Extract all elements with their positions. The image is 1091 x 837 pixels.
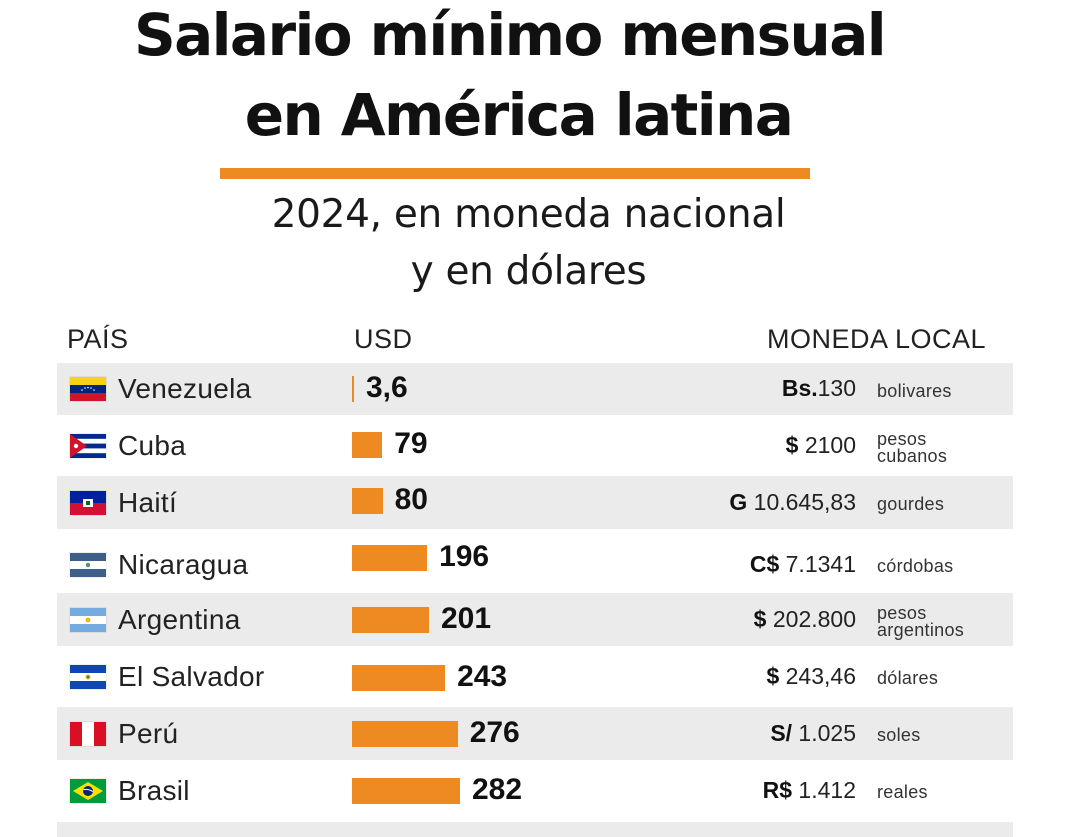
- local-currency-amount: $ 243,46: [766, 663, 856, 690]
- local-currency-amount: $ 202.800: [754, 606, 856, 633]
- table-row-cut-off: [57, 822, 1013, 837]
- currency-symbol: Bs.: [781, 375, 818, 401]
- country-name: Brasil: [118, 774, 190, 806]
- local-currency-amount: C$ 7.1341: [750, 551, 856, 578]
- currency-name: soles: [877, 725, 921, 745]
- currency-symbol: S/: [770, 719, 793, 746]
- local-amount-value: 10.645,83: [747, 488, 856, 515]
- table-row: El Salvador 243 $ 243,46 dólares: [57, 650, 1013, 703]
- currency-symbol: $: [753, 605, 767, 632]
- local-currency-amount: Bs.130: [782, 375, 856, 402]
- country-name: Venezuela: [118, 373, 252, 404]
- chart-title-line-2: en América latina: [244, 81, 794, 149]
- usd-bar: [352, 545, 428, 571]
- usd-value-label: 80: [394, 483, 428, 516]
- chart-title-line-1: Salario mínimo mensual: [133, 1, 887, 69]
- local-amount-value: 130: [817, 375, 856, 401]
- column-header-usd: USD: [354, 324, 413, 354]
- country-name: El Salvador: [118, 660, 265, 692]
- column-header-country: PAÍS: [67, 324, 129, 354]
- title-underline: [220, 168, 810, 179]
- currency-symbol: $: [766, 662, 780, 689]
- local-amount-value: 7.1341: [779, 550, 856, 577]
- usd-bar: [352, 721, 458, 747]
- local-currency-amount: S/ 1.025: [770, 720, 856, 747]
- country-name: Cuba: [118, 430, 187, 461]
- currency-symbol: R$: [762, 776, 793, 803]
- table-row: Brasil 282 R$ 1.412 reales: [57, 763, 1013, 818]
- argentina-flag: [70, 607, 106, 632]
- local-amount-value: 1.025: [792, 719, 856, 746]
- local-currency-amount: G 10.645,83: [729, 489, 856, 516]
- currency-symbol: C$: [749, 550, 780, 577]
- table-row: Perú 276 S/ 1.025 soles: [57, 707, 1013, 760]
- usd-value-label: 282: [472, 773, 523, 806]
- chart-subtitle-line-1: 2024, en moneda nacional: [271, 192, 786, 237]
- currency-symbol: G: [729, 488, 748, 515]
- table-row: Haití 80 G 10.645,83 gourdes: [57, 476, 1013, 529]
- chart-subtitle-line-2: y en dólares: [410, 249, 647, 294]
- country-name: Perú: [118, 717, 179, 749]
- currency-symbol: $: [785, 432, 799, 458]
- usd-value-label: 79: [394, 427, 428, 460]
- el-salvador-flag: [70, 664, 106, 689]
- usd-bar: [352, 778, 460, 804]
- venezuela-flag: [70, 377, 106, 401]
- usd-bar: [352, 488, 383, 514]
- local-amount-value: 1.412: [792, 776, 856, 803]
- nicaragua-flag: [70, 552, 106, 577]
- local-amount-value: 243,46: [779, 662, 856, 689]
- column-header-local-currency: MONEDA LOCAL: [767, 324, 987, 354]
- local-currency-amount: R$ 1.412: [763, 777, 856, 804]
- table-row: Cuba 79 $ 2100 pesos cubanos: [57, 420, 1013, 472]
- local-amount-value: 2100: [798, 432, 856, 458]
- currency-name: córdobas: [877, 556, 954, 576]
- currency-name: pesos argentinos: [877, 602, 965, 640]
- usd-bar: [352, 376, 354, 402]
- usd-bar: [352, 432, 383, 458]
- cuba-flag: [70, 434, 106, 458]
- currency-name: dólares: [877, 668, 939, 688]
- usd-value-label: 243: [457, 660, 508, 693]
- table-row: Venezuela 3,6 Bs.130 bolivares: [57, 363, 1013, 415]
- country-name: Nicaragua: [118, 548, 249, 580]
- currency-name: gourdes: [877, 494, 945, 514]
- country-name: Haití: [118, 486, 178, 518]
- table-row: Argentina 201 $ 202.800 pesos argentinos: [57, 593, 1013, 646]
- peru-flag: [70, 721, 106, 746]
- usd-value-label: 3,6: [366, 371, 408, 404]
- country-name: Argentina: [118, 603, 241, 635]
- currency-name: reales: [877, 782, 928, 802]
- haiti-flag: [70, 490, 106, 515]
- currency-name: pesos cubanos: [877, 429, 948, 466]
- table-row: Nicaragua 196 C$ 7.1341 córdobas: [57, 538, 1013, 591]
- usd-value-label: 201: [440, 602, 492, 635]
- usd-bar: [352, 665, 446, 691]
- usd-value-label: 196: [439, 540, 490, 573]
- usd-value-label: 276: [469, 716, 520, 749]
- currency-name: bolivares: [877, 380, 952, 401]
- brazil-flag: [70, 778, 106, 803]
- local-currency-amount: $ 2100: [786, 432, 856, 459]
- local-amount-value: 202.800: [766, 605, 856, 632]
- usd-bar: [352, 607, 429, 633]
